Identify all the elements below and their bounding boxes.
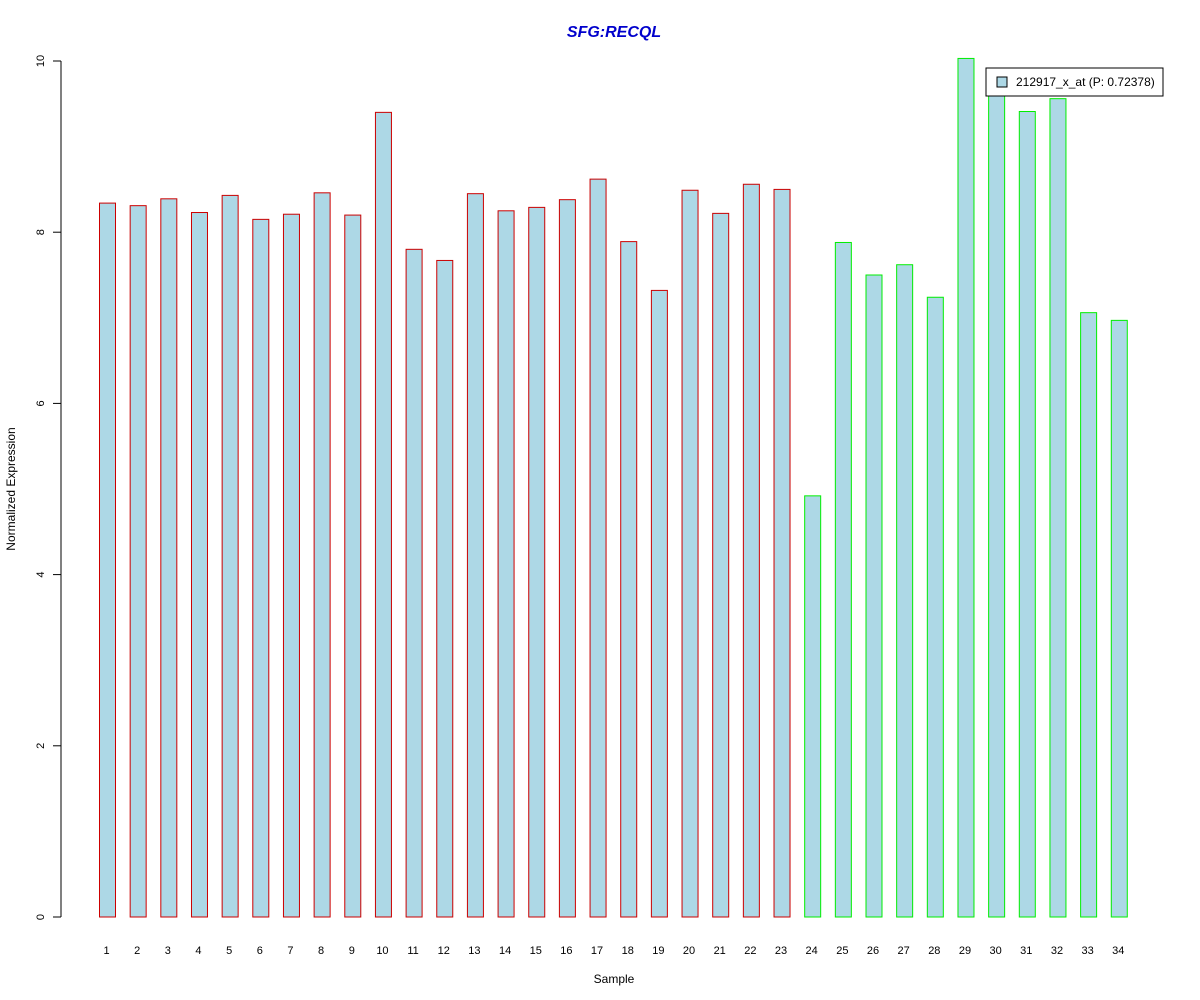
- y-tick-label: 6: [35, 400, 47, 406]
- x-tick-label: 4: [195, 945, 201, 957]
- x-tick-label: 25: [836, 945, 848, 957]
- x-tick-label: 20: [683, 945, 695, 957]
- bar-sample-18: [620, 241, 638, 918]
- y-tick-label: 2: [35, 743, 47, 749]
- bar-sample-15: [528, 206, 546, 918]
- x-tick-label: 5: [226, 945, 232, 957]
- bar-sample-9: [344, 214, 362, 918]
- x-tick-label: 13: [468, 945, 480, 957]
- bars-group: [99, 57, 1128, 918]
- x-tick-label: 7: [287, 945, 293, 957]
- y-tick-label: 8: [35, 229, 47, 235]
- x-axis-tick-labels: 1 2 3 4 5 6 7 8 9 10 11 12 13 14 15 16 17 18 19 20 21 22 23 24 2…: [103, 945, 1124, 957]
- bar-sample-24: [804, 495, 822, 918]
- y-axis: 0 2 4 6 8 10: [35, 55, 61, 920]
- bar-sample-27: [896, 264, 914, 918]
- x-tick-label: 3: [165, 945, 171, 957]
- bar-sample-22: [742, 183, 760, 918]
- bar-sample-4: [190, 212, 208, 918]
- x-tick-label: 19: [652, 945, 664, 957]
- bar-sample-10: [374, 111, 392, 918]
- x-tick-label: 18: [622, 945, 634, 957]
- x-tick-label: 8: [318, 945, 324, 957]
- x-tick-label: 29: [959, 945, 971, 957]
- x-tick-label: 23: [775, 945, 787, 957]
- x-tick-label: 33: [1081, 945, 1093, 957]
- bar-sample-6: [252, 218, 270, 918]
- y-tick-label: 4: [35, 572, 47, 578]
- x-tick-label: 28: [928, 945, 940, 957]
- bar-sample-29: [957, 57, 975, 918]
- x-tick-label: 1: [103, 945, 109, 957]
- x-tick-label: 32: [1051, 945, 1063, 957]
- legend-box: [985, 67, 1164, 97]
- bar-sample-31: [1018, 111, 1036, 918]
- bar-sample-21: [712, 212, 730, 918]
- bar-sample-12: [436, 259, 454, 918]
- bar-sample-1: [99, 202, 116, 918]
- y-axis-label: Normalized Expression: [4, 427, 18, 550]
- bar-sample-5: [221, 194, 239, 918]
- bar-sample-25: [834, 241, 852, 918]
- bar-sample-20: [681, 189, 699, 918]
- x-tick-label: 2: [134, 945, 140, 957]
- bar-sample-28: [926, 296, 944, 918]
- bar-sample-16: [558, 199, 576, 918]
- bar-sample-23: [773, 188, 791, 918]
- bar-sample-13: [466, 193, 484, 918]
- x-tick-label: 34: [1112, 945, 1124, 957]
- x-tick-label: 30: [990, 945, 1002, 957]
- bar-sample-7: [282, 213, 300, 918]
- bar-sample-26: [865, 274, 883, 918]
- bar-sample-33: [1080, 312, 1098, 918]
- x-axis-label: Sample: [594, 972, 635, 986]
- x-tick-label: 31: [1020, 945, 1032, 957]
- y-tick-label: 10: [35, 55, 47, 67]
- x-tick-label: 14: [499, 945, 511, 957]
- x-tick-label: 17: [591, 945, 603, 957]
- legend: 212917_x_at (P: 0.72378): [985, 67, 1164, 97]
- bar-sample-17: [589, 178, 607, 918]
- x-tick-label: 16: [560, 945, 572, 957]
- legend-entry: 212917_x_at (P: 0.72378): [1016, 75, 1155, 89]
- x-tick-label: 9: [349, 945, 355, 957]
- x-tick-label: 6: [257, 945, 263, 957]
- x-tick-label: 15: [530, 945, 542, 957]
- x-tick-label: 10: [376, 945, 388, 957]
- x-tick-label: 12: [438, 945, 450, 957]
- legend-swatch: [996, 76, 1008, 88]
- bar-sample-8: [313, 192, 331, 918]
- bar-sample-34: [1110, 319, 1128, 918]
- chart-title: SFG:RECQL: [567, 24, 661, 41]
- x-tick-label: 21: [714, 945, 726, 957]
- bar-sample-19: [650, 289, 668, 918]
- y-tick-label: 0: [35, 914, 47, 920]
- x-tick-label: 24: [806, 945, 818, 957]
- x-tick-label: 11: [407, 945, 418, 957]
- bar-sample-32: [1049, 98, 1067, 918]
- x-tick-label: 26: [867, 945, 879, 957]
- bar-sample-3: [160, 198, 178, 918]
- bar-sample-14: [497, 210, 515, 918]
- bar-sample-2: [129, 205, 147, 918]
- bar-sample-11: [405, 248, 423, 918]
- bar-sample-30: [988, 92, 1006, 918]
- x-tick-label: 27: [898, 945, 910, 957]
- x-tick-label: 22: [744, 945, 756, 957]
